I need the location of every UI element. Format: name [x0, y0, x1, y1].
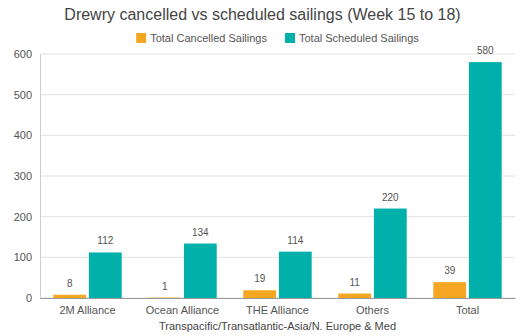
x-tick: THE Alliance: [246, 298, 309, 316]
y-tick: 600: [14, 48, 40, 60]
bar: [243, 290, 276, 298]
x-tick-label: Ocean Alliance: [146, 304, 219, 316]
bar: [433, 282, 466, 298]
bar: [184, 244, 217, 298]
y-tick-label: 400: [14, 129, 32, 141]
data-label: 112: [97, 235, 113, 246]
bar: [279, 252, 312, 298]
x-tick: 2M Alliance: [59, 298, 115, 316]
plot-area: 0 100 200 300 400 500 600 2M Alliance Ocean Alli…: [14, 45, 516, 316]
legend: Total Cancelled Sailings Total Scheduled …: [136, 32, 419, 44]
y-axis: 0 100 200 300 400 500 600: [14, 48, 41, 304]
y-tick: 300: [14, 170, 40, 182]
y-tick-label: 500: [14, 89, 32, 101]
data-label: 8: [67, 278, 73, 289]
y-tick-label: 100: [14, 251, 32, 263]
chart: Drewry cancelled vs scheduled sailings (…: [0, 0, 525, 336]
y-tick-label: 300: [14, 170, 32, 182]
grid-line: [40, 135, 515, 136]
grid-line: [40, 216, 515, 217]
x-tick-label: THE Alliance: [246, 304, 309, 316]
legend-label: Total Scheduled Sailings: [299, 32, 419, 44]
legend-item: Total Cancelled Sailings: [136, 32, 267, 44]
bar: [338, 294, 371, 298]
data-label: 220: [382, 192, 399, 203]
data-label: 39: [444, 265, 456, 276]
data-label: 134: [192, 227, 209, 238]
legend-item: Total Scheduled Sailings: [285, 32, 419, 44]
x-tick: Total: [456, 298, 479, 316]
data-label: 11: [349, 277, 360, 288]
bar: [89, 252, 122, 298]
data-label: 114: [287, 235, 303, 246]
data-labels: 8 1 19 11 39 112 134 114 220 580: [67, 45, 494, 291]
grid-line: [40, 94, 515, 95]
y-tick-label: 600: [14, 48, 32, 60]
bar: [374, 209, 407, 298]
x-axis-line: [41, 298, 516, 299]
bar-series: [89, 62, 502, 298]
data-label: 19: [254, 273, 266, 284]
y-tick: 400: [14, 129, 40, 141]
data-label: 1: [162, 281, 168, 292]
data-label: 580: [477, 45, 494, 56]
x-tick-label: Others: [356, 304, 390, 316]
legend-swatch: [136, 33, 146, 43]
bar: [148, 297, 181, 298]
y-tick: 500: [14, 89, 40, 101]
grid-line: [40, 54, 515, 55]
x-axis: 2M Alliance Ocean Alliance THE Alliance Oth…: [41, 298, 516, 316]
bar: [53, 295, 86, 298]
x-tick-label: Total: [456, 304, 479, 316]
y-tick: 200: [14, 211, 40, 223]
grid: [40, 54, 515, 298]
y-tick: 100: [14, 251, 40, 263]
x-tick: Others: [356, 298, 390, 316]
y-tick-label: 0: [26, 292, 32, 304]
y-axis-line: [40, 55, 41, 299]
x-tick-label: 2M Alliance: [59, 304, 115, 316]
x-tick: Ocean Alliance: [146, 298, 219, 316]
x-axis-title: Transpacific/Transatlantic-Asia/N. Europ…: [159, 320, 396, 332]
y-tick-label: 200: [14, 211, 32, 223]
title: Drewry cancelled vs scheduled sailings (…: [64, 6, 460, 23]
bars: [53, 62, 501, 298]
legend-label: Total Cancelled Sailings: [150, 32, 267, 44]
y-tick: 0: [26, 292, 40, 304]
legend-swatch: [285, 33, 295, 43]
grid-line: [40, 176, 515, 177]
bar: [469, 62, 502, 298]
